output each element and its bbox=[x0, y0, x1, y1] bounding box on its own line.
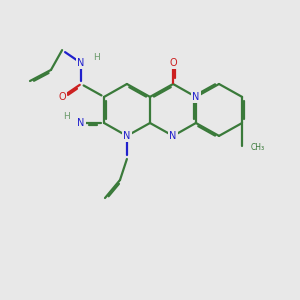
Text: N: N bbox=[169, 131, 177, 141]
Text: H: H bbox=[93, 52, 99, 62]
Text: H: H bbox=[63, 112, 69, 122]
Text: O: O bbox=[58, 92, 66, 102]
Text: N: N bbox=[77, 58, 85, 68]
Text: N: N bbox=[77, 118, 85, 128]
Text: O: O bbox=[169, 58, 177, 68]
Text: N: N bbox=[192, 92, 200, 102]
Text: CH₃: CH₃ bbox=[251, 142, 265, 152]
Text: N: N bbox=[123, 131, 130, 141]
